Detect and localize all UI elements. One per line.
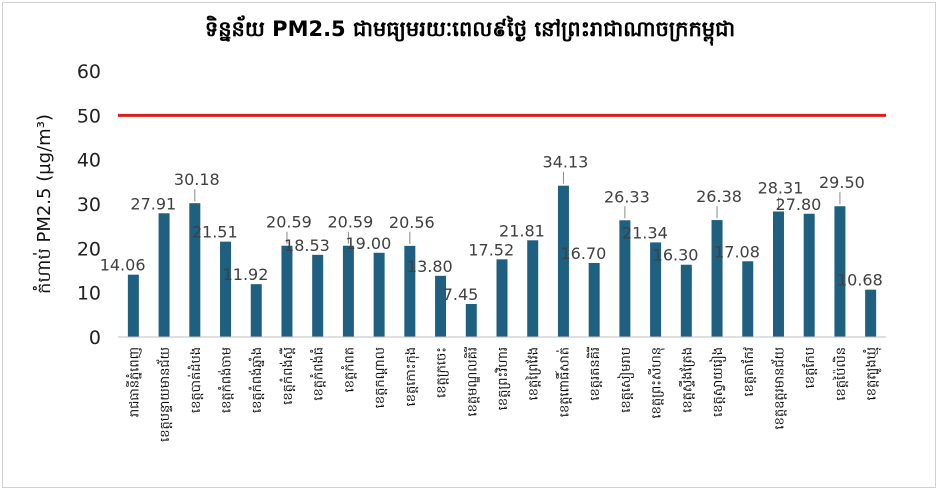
bar <box>220 241 232 337</box>
bar <box>158 213 170 337</box>
value-label: 14.06 <box>100 256 146 275</box>
value-label: 30.18 <box>174 170 220 189</box>
value-label: 26.33 <box>604 187 650 206</box>
bar <box>281 245 293 337</box>
bars <box>127 185 877 337</box>
x-tick-label: ខេត្តស្ទឹងត្រែង <box>678 347 695 413</box>
x-tick-label: ខេត្តរតនគិរី <box>586 347 603 401</box>
bar <box>527 240 539 337</box>
value-label: 13.80 <box>407 257 453 276</box>
x-tick-label: ខេត្តកំពង់ឆ្នាំង <box>248 347 265 413</box>
value-label: 27.80 <box>776 195 822 214</box>
bar <box>834 206 846 337</box>
y-tick-label: 40 <box>77 150 101 172</box>
value-label: 10.68 <box>837 271 883 290</box>
x-tick-label: ខេត្តមណ្ឌលគិរី <box>463 347 480 417</box>
bar <box>711 220 723 337</box>
x-tick-label: ខេត្តកំពង់ស្ពឺ <box>279 347 296 405</box>
bar <box>803 213 815 337</box>
value-label: 19.00 <box>345 234 391 253</box>
x-tick-label: ខេត្តបន្ទាយមានជ័យ <box>156 347 173 442</box>
bar <box>189 203 201 337</box>
x-tick-label: ខេត្តប៉ៃលិន <box>832 347 849 401</box>
bar <box>250 284 262 337</box>
x-tick-label: ខេត្តកណ្ដាល <box>373 347 388 408</box>
value-label: 20.56 <box>389 213 435 232</box>
bar <box>496 259 508 337</box>
x-tick-label: ខេត្តព្រះសីហនុ <box>648 347 666 418</box>
bar <box>312 254 324 337</box>
bar <box>404 245 416 337</box>
x-tick-label: ខេត្តតាកែវ <box>740 347 757 397</box>
value-label: 20.59 <box>266 213 312 232</box>
value-label: 27.91 <box>130 194 176 213</box>
x-tick-label: ខេត្តកំពត <box>340 347 357 392</box>
value-label: 28.31 <box>758 178 804 197</box>
y-tick-label: 0 <box>89 327 101 349</box>
bar <box>619 220 631 337</box>
value-label: 11.92 <box>223 265 269 284</box>
x-tick-label: ខេត្តស្វាយរៀង <box>709 347 727 417</box>
y-tick-label: 20 <box>77 238 101 260</box>
bar <box>588 262 600 337</box>
x-tick-label: ខេត្តឧត្តរមានជ័យ <box>770 347 787 430</box>
value-label: 16.70 <box>561 244 607 263</box>
x-tick-label: ខេត្តកែប <box>801 347 818 388</box>
value-label: 17.08 <box>714 242 760 261</box>
x-tick-label: ខេត្តក្រចេះ <box>435 347 450 398</box>
bar <box>342 245 354 337</box>
x-tick-label: ខេត្តព្រះវិហារ <box>494 347 511 410</box>
value-label: 21.51 <box>192 223 238 242</box>
bar <box>127 274 139 337</box>
value-label: 17.52 <box>468 240 514 259</box>
value-label: 21.81 <box>499 221 545 240</box>
x-tick-label: ខេត្តបាត់ដំបង <box>187 347 204 413</box>
value-label: 29.50 <box>819 173 865 192</box>
value-label: 16.30 <box>653 246 699 265</box>
bar <box>650 242 662 337</box>
value-label: 7.45 <box>443 285 479 304</box>
y-tick-label: 60 <box>77 61 101 83</box>
bar <box>465 303 477 337</box>
bar <box>557 185 569 337</box>
label-leader-lines <box>194 171 841 244</box>
x-tick-label: ខេត្តកំពង់ចាម <box>218 347 235 413</box>
y-axis-ticks: 0 10 20 30 40 50 60 <box>77 61 101 349</box>
chart-title: ទិន្នន័យ PM2.5 ជាមធ្យមរយៈពេល៩ថ្ងៃ នៅព្រះ… <box>204 17 736 41</box>
value-label: 21.34 <box>622 223 668 242</box>
x-tick-label: រាជធានីភ្នំពេញ <box>125 347 142 417</box>
y-tick-label: 10 <box>77 283 101 305</box>
bar <box>742 261 754 337</box>
bar <box>373 252 385 337</box>
x-tick-label: ខេត្តត្បូងឃ្មុំ <box>863 347 882 400</box>
x-tick-label: ខេត្តព្រៃវែង <box>525 347 542 400</box>
y-axis-title: កំហាប់ PM2.5 (µg/m³) <box>32 114 55 294</box>
x-axis-labels: រាជធានីភ្នំពេញ ខេត្តបន្ទាយមានជ័យ ខេត្តបាត់… <box>125 347 881 442</box>
value-label: 18.53 <box>284 236 330 255</box>
value-label: 26.38 <box>696 187 742 206</box>
bar <box>680 264 692 337</box>
bar <box>435 275 447 337</box>
value-label: 20.59 <box>327 213 373 232</box>
x-tick-label: ខេត្តកំពង់ធំ <box>310 347 327 401</box>
value-labels: 14.06 27.91 30.18 21.51 11.92 20.59 18.53 20.59… <box>100 153 883 304</box>
bar <box>772 211 784 337</box>
value-label: 34.13 <box>543 153 589 172</box>
bar <box>865 289 877 337</box>
x-tick-label: ខេត្តសៀមរាប <box>617 347 635 413</box>
y-tick-label: 50 <box>77 105 101 127</box>
y-tick-label: 30 <box>77 194 101 216</box>
x-tick-label: ខេត្តពោធិ៍សាត់ <box>554 347 572 417</box>
x-tick-label: ខេត្តកោះកុង <box>404 347 420 406</box>
